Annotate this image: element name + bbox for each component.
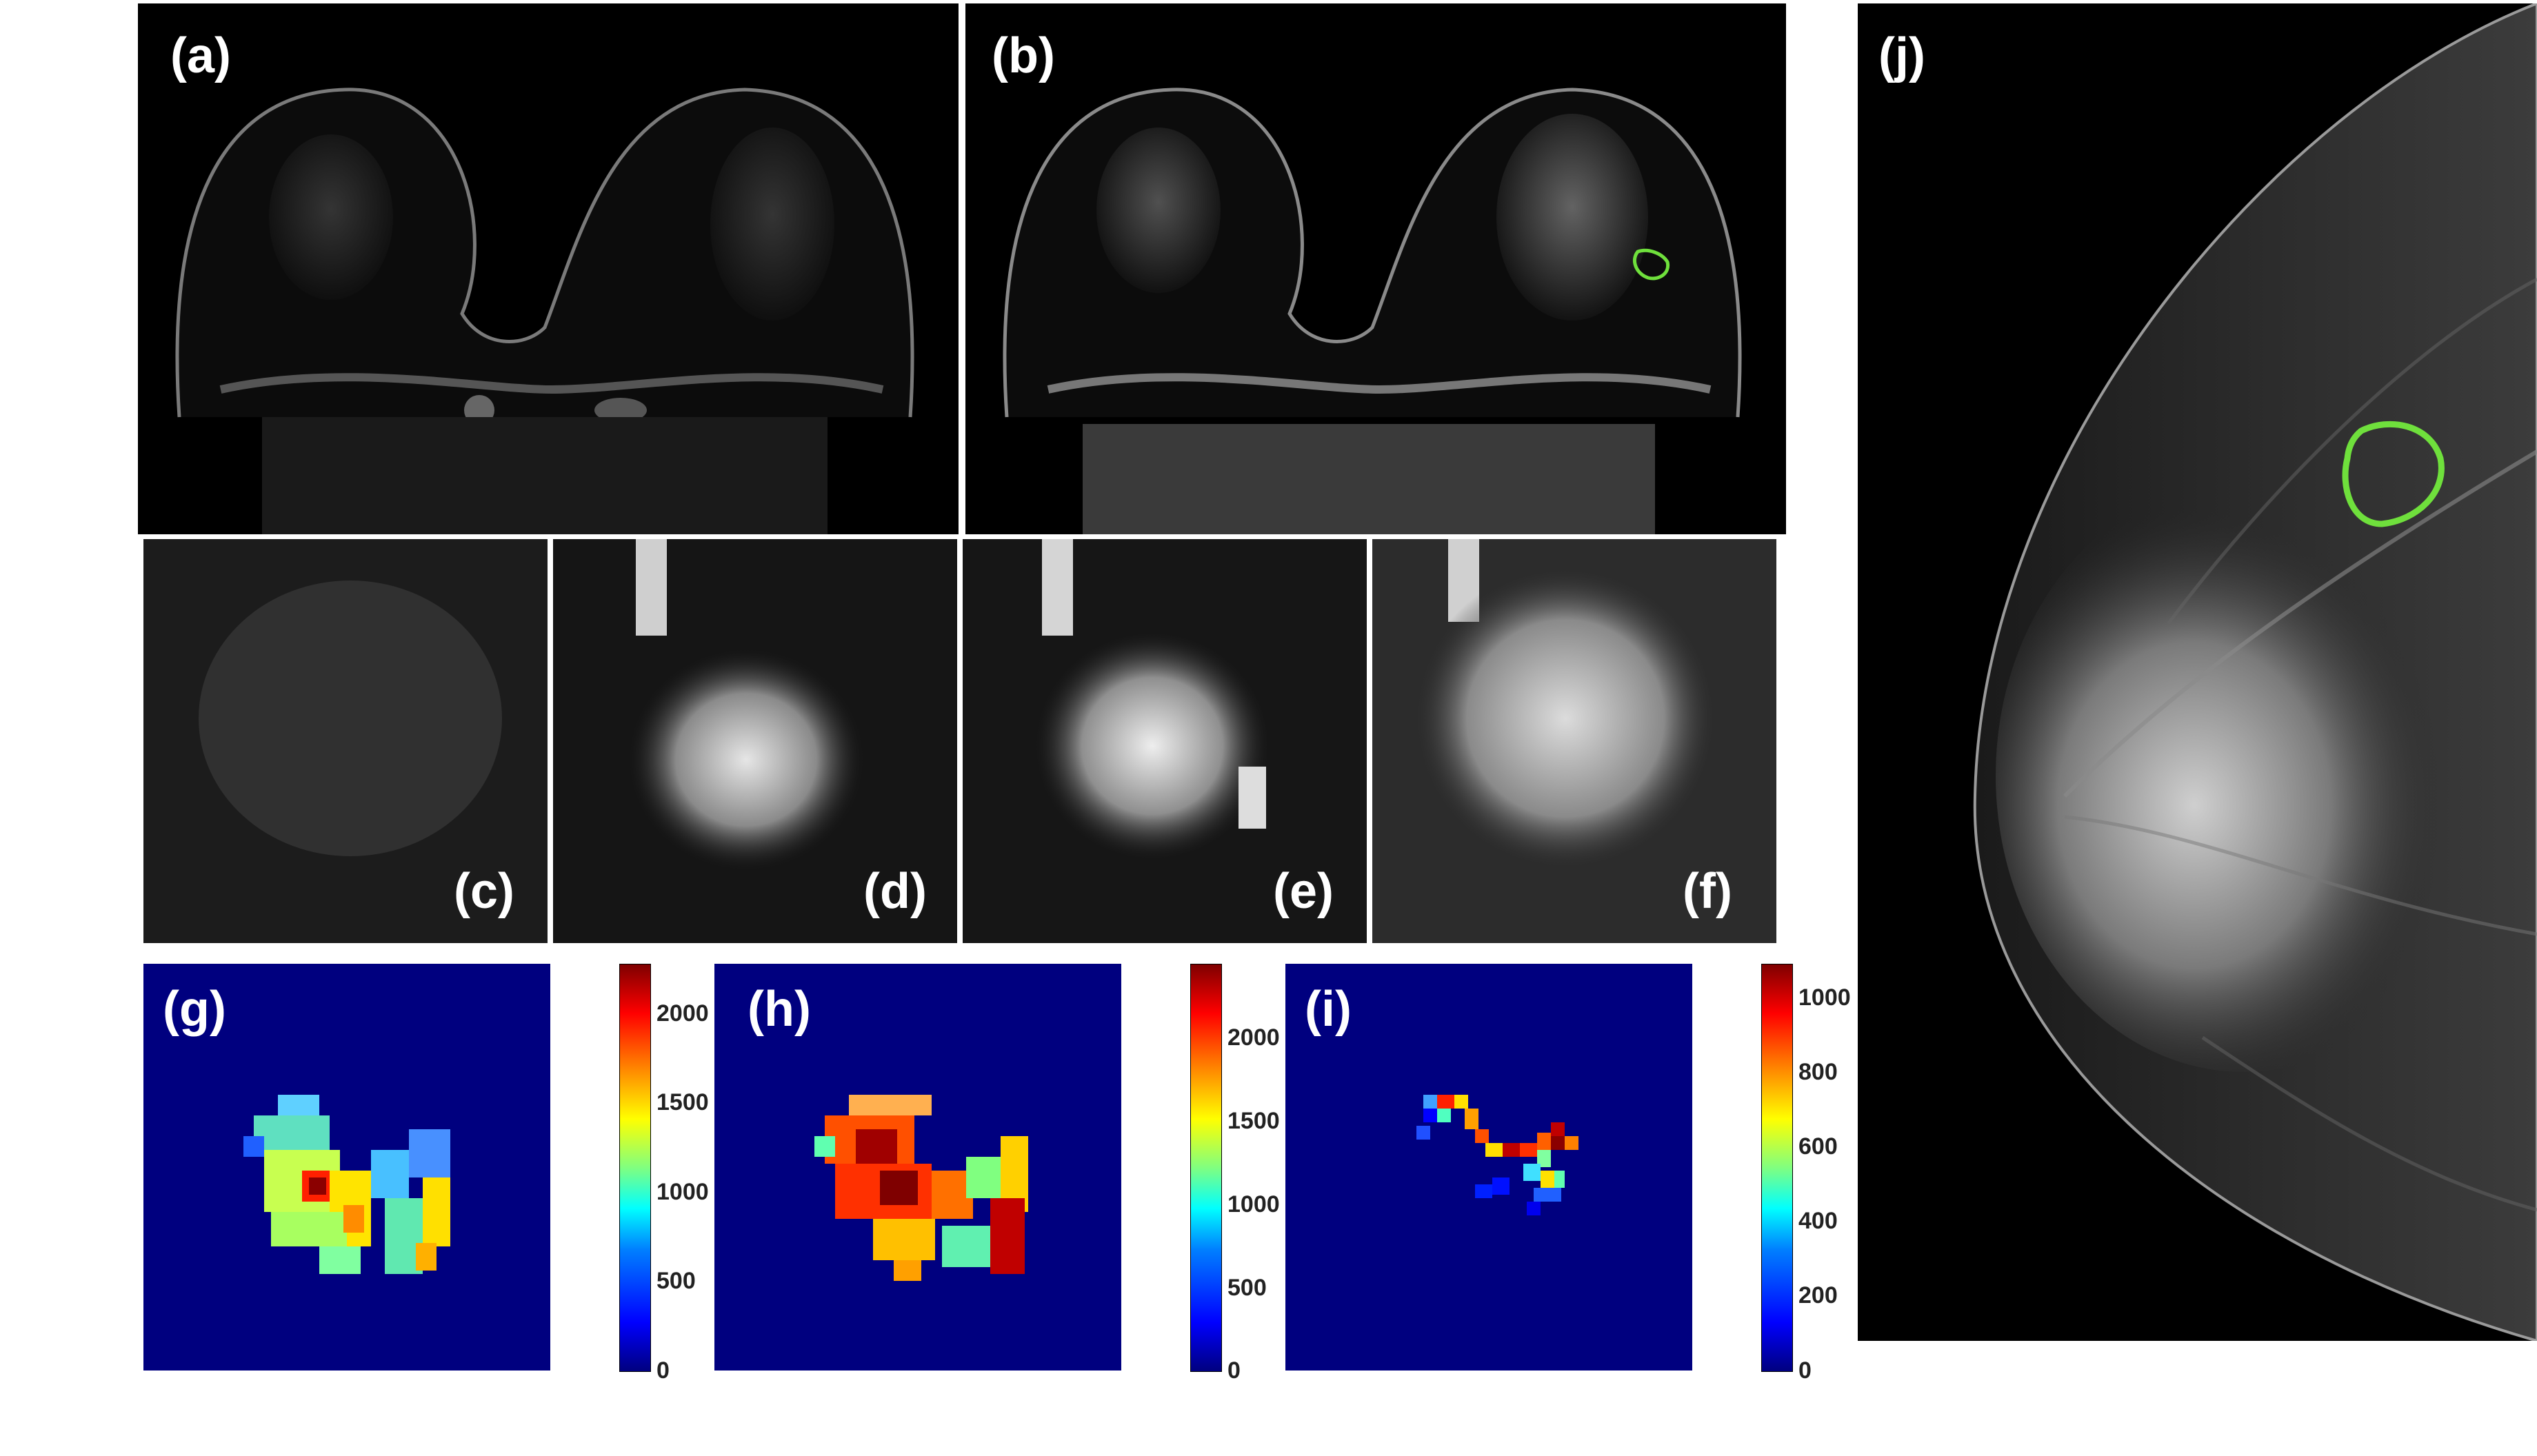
panel-label-a: (a) — [170, 28, 231, 83]
colorbar-h-tick-500: 500 — [1227, 1275, 1267, 1301]
panel-label-h: (h) — [748, 982, 811, 1037]
zoom-image-d — [553, 539, 957, 943]
colorbar-i-tick-600: 600 — [1798, 1133, 1838, 1160]
panel-d-zoom: (d) — [553, 539, 957, 943]
colorbar-g-tick-500: 500 — [656, 1268, 696, 1294]
roi-outline-j — [2342, 421, 2445, 527]
panel-b-mri-postcontrast: (b) — [965, 3, 1786, 534]
panel-label-f: (f) — [1683, 864, 1732, 919]
panel-g-map: (g) — [143, 964, 550, 1371]
colorbar-h-tick-0: 0 — [1227, 1357, 1241, 1384]
colorbar-g-tick-2000: 2000 — [656, 1000, 709, 1027]
colorbar-h-tick-1000: 1000 — [1227, 1191, 1280, 1217]
colorbar-i — [1761, 964, 1793, 1372]
panel-label-c: (c) — [454, 864, 514, 919]
colorbar-i-tick-0: 0 — [1798, 1357, 1812, 1384]
colorbar-g-tick-1500: 1500 — [656, 1089, 709, 1115]
heatmap-g — [243, 1095, 450, 1274]
roi-outline-b — [1633, 248, 1670, 281]
panel-label-j: (j) — [1878, 28, 1925, 83]
panel-j-mammogram: (j) — [1858, 3, 2537, 1341]
zoom-image-f — [1372, 539, 1776, 943]
mri-image-a — [175, 88, 914, 534]
colorbar-i-tick-400: 400 — [1798, 1208, 1838, 1234]
zoom-image-c — [143, 539, 548, 943]
colorbar-h-tick-2000: 2000 — [1227, 1024, 1280, 1051]
zoom-image-e — [963, 539, 1367, 943]
panel-f-zoom: (f) — [1372, 539, 1776, 943]
colorbar-i-tick-200: 200 — [1798, 1282, 1838, 1308]
colorbar-g — [619, 964, 651, 1372]
panel-a-mri-precontrast: (a) — [138, 3, 959, 534]
colorbar-h — [1190, 964, 1222, 1372]
colorbar-h-tick-1500: 1500 — [1227, 1108, 1280, 1134]
heatmap-h — [814, 1095, 1028, 1281]
panel-e-zoom: (e) — [963, 539, 1367, 943]
panel-h-map: (h) — [714, 964, 1121, 1371]
colorbar-g-tick-0: 0 — [656, 1357, 670, 1384]
panel-c-zoom: (c) — [143, 539, 548, 943]
heatmap-i — [1416, 1095, 1578, 1215]
panel-label-i: (i) — [1305, 982, 1352, 1037]
colorbar-i-tick-1000: 1000 — [1798, 984, 1851, 1011]
panel-label-g: (g) — [163, 982, 226, 1037]
mri-image-b — [1003, 88, 1742, 534]
panel-label-e: (e) — [1273, 864, 1334, 919]
panel-label-b: (b) — [992, 28, 1055, 83]
panel-i-map: (i) — [1285, 964, 1692, 1371]
colorbar-g-tick-1000: 1000 — [656, 1179, 709, 1205]
mammogram-image-j — [1973, 3, 2537, 1341]
colorbar-i-tick-800: 800 — [1798, 1059, 1838, 1085]
panel-label-d: (d) — [863, 864, 927, 919]
